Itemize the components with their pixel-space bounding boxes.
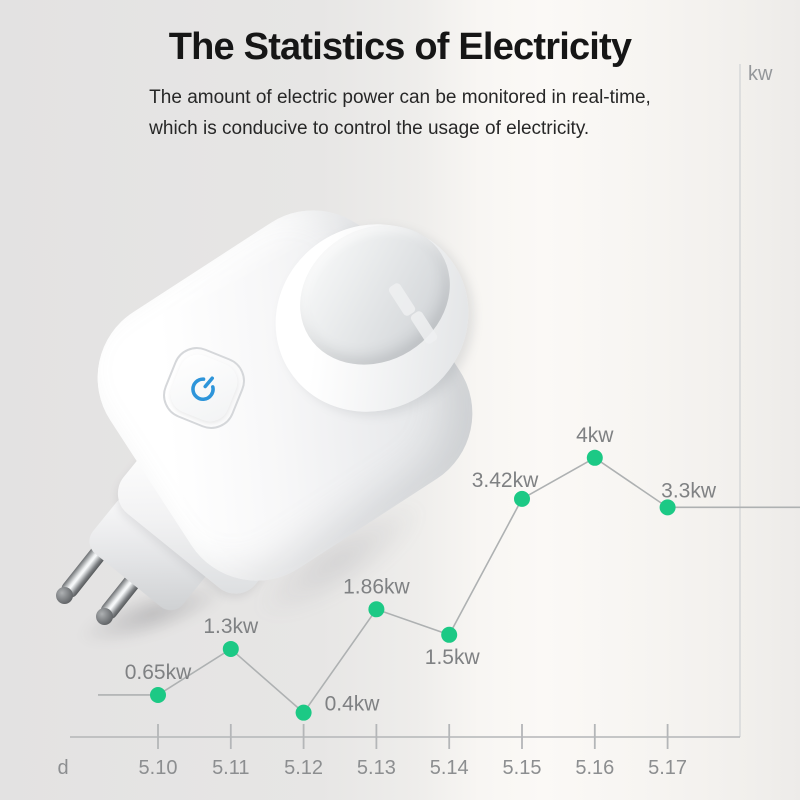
x-axis-tick-label: 5.14 — [430, 757, 469, 779]
data-point — [295, 704, 312, 721]
header: The Statistics of Electricity The amount… — [0, 26, 800, 144]
page-title: The Statistics of Electricity — [168, 26, 632, 68]
x-axis-tick-label: 5.10 — [139, 757, 178, 779]
data-point — [368, 601, 385, 618]
power-button — [164, 348, 244, 428]
plug-pin-tip — [96, 608, 113, 625]
subtitle-line-1: The amount of electric power can be moni… — [149, 87, 651, 108]
data-point — [586, 449, 603, 466]
page-subtitle: The amount of electric power can be moni… — [149, 82, 651, 144]
x-axis-tick-label: 5.15 — [503, 757, 542, 779]
usage-line — [98, 456, 800, 714]
x-axis-tick-label: 5.17 — [648, 757, 687, 779]
data-point — [222, 640, 239, 657]
data-point-label: 4kw — [576, 424, 614, 447]
x-axis-tick-label: 5.16 — [575, 757, 614, 779]
data-point-label: 1.3kw — [203, 615, 259, 638]
plug-pin-tip — [56, 587, 73, 604]
x-axis-unit-label: d — [57, 757, 68, 779]
x-axis-tick-label: 5.13 — [357, 757, 396, 779]
power-icon — [191, 376, 215, 401]
y-axis-unit-label: kw — [748, 63, 773, 85]
x-axis-tick-label: 5.11 — [212, 757, 249, 779]
subtitle-line-2: which is conducive to control the usage … — [149, 118, 590, 139]
data-point-label: 0.4kw — [325, 693, 381, 716]
data-point — [659, 499, 676, 516]
data-point-label: 1.86kw — [343, 575, 410, 598]
data-point-label: 1.5kw — [425, 646, 481, 669]
data-point — [441, 626, 458, 643]
x-axis-tick-label: 5.12 — [284, 757, 323, 779]
data-point-label: 3.3kw — [661, 479, 717, 502]
data-point — [514, 490, 530, 507]
data-point-label: 0.65kw — [125, 661, 192, 684]
data-point — [150, 686, 166, 703]
data-point-label: 3.42kw — [472, 469, 539, 492]
